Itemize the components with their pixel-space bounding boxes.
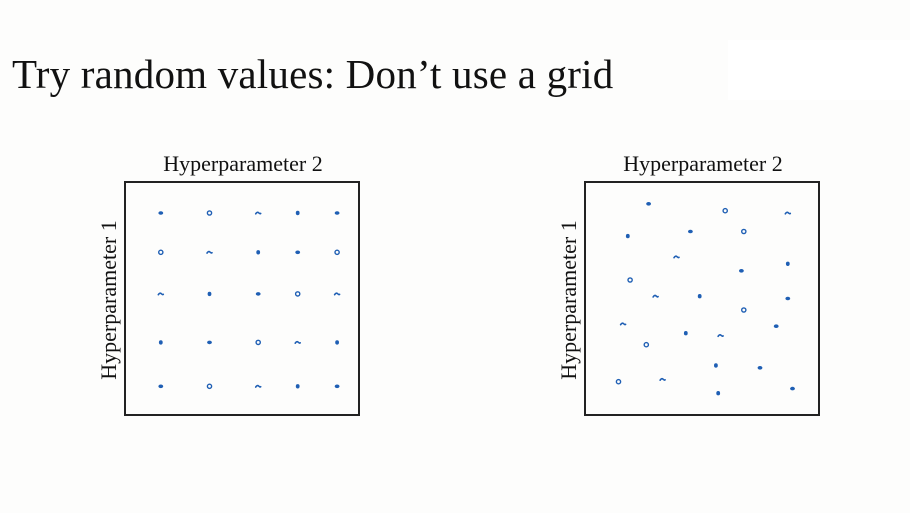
scatter-point: [739, 269, 744, 273]
scatter-point: [717, 333, 724, 338]
random-scatter-plot: [615, 202, 795, 396]
grid-scatter-plot: [157, 210, 341, 390]
scatter-point: [790, 386, 795, 391]
scatter-point: [619, 322, 627, 326]
scatter-point: [334, 211, 340, 215]
grid-search-panel: Hyperparameter 2 Hyperparameter 1: [92, 150, 382, 430]
scatter-point: [784, 211, 792, 215]
scatter-point: [254, 384, 262, 388]
x-axis-label: Hyperparameter 2: [623, 151, 783, 176]
scatter-point: [659, 377, 666, 381]
scatter-point: [773, 324, 779, 328]
scatter-point: [334, 384, 340, 389]
scatter-point: [333, 292, 341, 296]
scatter-point: [295, 250, 301, 255]
scatter-point: [335, 340, 339, 345]
scatter-point: [785, 261, 790, 266]
scatter-point: [615, 378, 622, 385]
scatter-point: [627, 277, 633, 283]
scatter-point: [207, 340, 212, 345]
x-axis-label: Hyperparameter 2: [163, 151, 323, 176]
scatter-point: [722, 207, 728, 214]
scatter-point: [158, 384, 164, 389]
scatter-point: [643, 341, 650, 348]
scatter-point: [294, 340, 301, 344]
scatter-point: [295, 384, 300, 389]
scatter-point: [334, 249, 340, 256]
scatter-point: [785, 296, 791, 301]
scatter-point: [206, 210, 213, 216]
blank-patch: [728, 40, 910, 100]
scatter-point: [254, 211, 262, 215]
scatter-point: [255, 339, 261, 346]
scatter-point: [714, 363, 718, 368]
scatter-point: [740, 228, 747, 235]
scatter-point: [294, 291, 301, 297]
scatter-point: [206, 250, 213, 254]
scatter-point: [683, 331, 688, 336]
scatter-point: [157, 292, 165, 296]
plot-area: [584, 181, 820, 416]
scatter-point: [158, 249, 164, 256]
scatter-point: [652, 294, 659, 298]
scatter-point: [295, 210, 300, 216]
scatter-point: [207, 291, 212, 297]
scatter-point: [697, 294, 702, 299]
y-axis-label: Hyperparameter 1: [556, 220, 581, 380]
scatter-point: [716, 391, 721, 396]
y-axis-label: Hyperparameter 1: [96, 220, 121, 380]
scatter-point: [158, 211, 164, 215]
plot-area: [124, 181, 360, 416]
scatter-point: [688, 229, 693, 234]
scatter-point: [757, 366, 763, 370]
scatter-point: [256, 250, 261, 255]
scatter-point: [255, 292, 261, 296]
random-search-panel: Hyperparameter 2 Hyperparameter 1: [552, 150, 842, 430]
scatter-point: [158, 340, 163, 345]
scatter-point: [625, 233, 630, 239]
scatter-point: [673, 255, 680, 259]
scatter-point: [740, 307, 747, 313]
scatter-point: [206, 383, 213, 390]
scatter-point: [646, 202, 651, 206]
slide-title: Try random values: Don’t use a grid: [12, 51, 614, 97]
